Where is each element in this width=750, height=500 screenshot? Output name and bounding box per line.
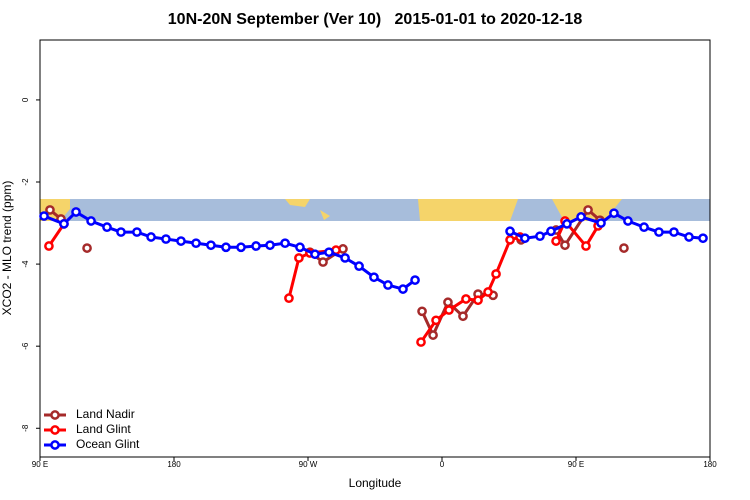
map-band <box>40 199 710 221</box>
point <box>410 275 420 285</box>
y-axis-label: XCO2 - MLO trend (ppm) <box>0 181 14 316</box>
point <box>505 235 515 245</box>
point <box>562 219 572 229</box>
point <box>483 287 493 297</box>
point <box>102 222 112 233</box>
legend-label: Land Nadir <box>76 407 135 421</box>
point <box>310 249 320 260</box>
point <box>654 227 664 237</box>
plot-frame <box>39 39 711 458</box>
point <box>340 253 350 263</box>
point <box>417 306 427 317</box>
point <box>39 211 49 221</box>
x-tick-label: 90 E <box>32 460 48 469</box>
point <box>265 240 275 251</box>
point <box>294 253 304 263</box>
point <box>428 330 438 340</box>
point <box>520 233 530 244</box>
point <box>221 242 231 253</box>
point <box>560 240 570 251</box>
point <box>684 232 694 242</box>
point <box>669 227 679 237</box>
point <box>71 207 81 217</box>
legend-swatch <box>50 410 60 420</box>
point <box>86 216 96 226</box>
y-tick-label: -6 <box>21 342 30 350</box>
point <box>191 238 201 249</box>
point <box>619 243 629 253</box>
point <box>383 280 393 290</box>
point <box>44 241 54 251</box>
point <box>82 243 92 253</box>
point <box>206 240 216 251</box>
point <box>116 227 126 237</box>
legend-label: Ocean Glint <box>76 437 140 451</box>
point <box>505 226 515 237</box>
point <box>473 295 483 306</box>
point <box>416 337 426 347</box>
legend-label: Land Glint <box>76 422 131 436</box>
point <box>491 269 501 279</box>
land <box>320 210 330 220</box>
point <box>576 212 586 222</box>
y-tick-label: -8 <box>21 424 30 432</box>
point <box>461 294 471 304</box>
point <box>251 241 261 251</box>
point <box>176 236 186 246</box>
point <box>284 293 294 304</box>
point <box>146 232 156 242</box>
y-tick-label: 0 <box>21 97 30 102</box>
point <box>639 222 649 233</box>
point <box>324 247 334 258</box>
y-tick-label: -4 <box>21 260 30 268</box>
chart-title: 10N-20N September (Ver 10) 2015-01-01 to… <box>168 11 583 28</box>
y-tick-label: -2 <box>21 178 30 186</box>
point <box>609 208 619 219</box>
point <box>551 236 561 246</box>
point <box>59 219 69 229</box>
point <box>431 315 441 326</box>
point <box>444 305 454 315</box>
legend-swatch <box>50 425 60 435</box>
point <box>318 257 328 267</box>
land <box>285 199 310 207</box>
point <box>698 233 708 244</box>
point <box>546 226 556 237</box>
point <box>45 205 55 215</box>
point <box>398 284 408 294</box>
land <box>418 199 518 221</box>
point <box>596 218 606 228</box>
legend-swatch <box>50 440 60 450</box>
x-tick-label: 0 <box>440 460 445 469</box>
point <box>535 231 545 242</box>
x-tick-label: 90 W <box>299 460 318 469</box>
point <box>623 216 633 226</box>
x-tick-label: 180 <box>167 460 181 469</box>
point <box>132 227 142 237</box>
point <box>369 272 379 283</box>
point <box>354 261 364 271</box>
point <box>443 297 453 308</box>
point <box>161 234 171 244</box>
x-tick-label: 90 E <box>568 460 584 469</box>
point <box>236 242 246 253</box>
point <box>295 242 305 253</box>
x-axis-label: Longitude <box>349 476 402 490</box>
ocean <box>40 199 710 221</box>
series-line <box>47 218 600 343</box>
x-tick-label: 180 <box>703 460 717 469</box>
point <box>280 238 290 249</box>
point <box>458 311 468 322</box>
point <box>583 205 593 215</box>
point <box>581 241 591 251</box>
